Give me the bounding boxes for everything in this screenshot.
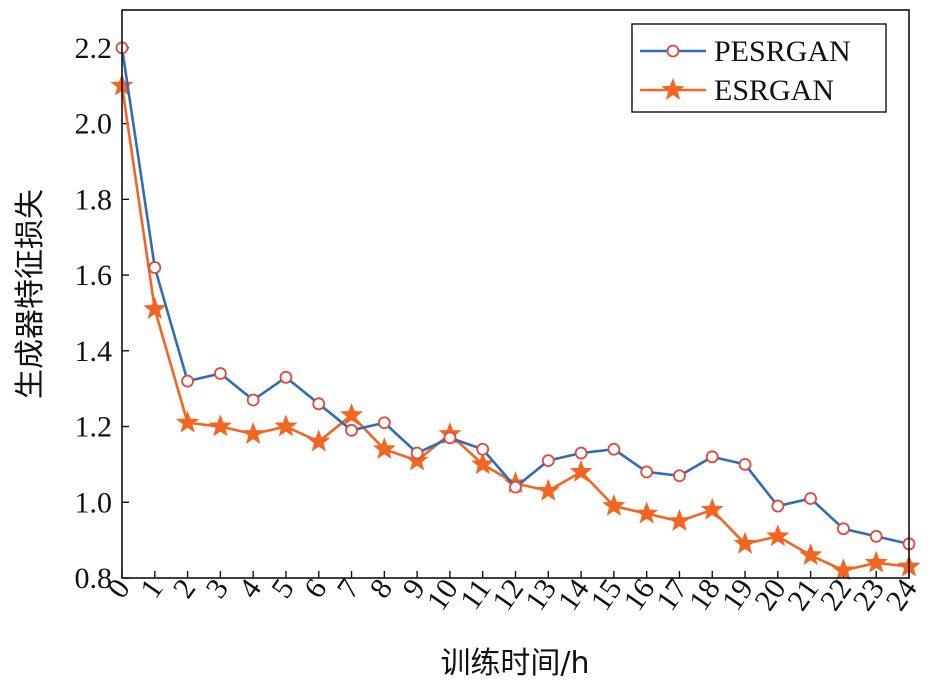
data-point <box>181 374 194 388</box>
data-point <box>700 497 724 520</box>
data-point <box>274 414 298 437</box>
data-point <box>667 509 692 532</box>
data-point <box>766 524 790 547</box>
series-line <box>120 85 910 572</box>
data-point <box>574 446 588 460</box>
data-point <box>312 397 326 411</box>
data-point <box>208 414 232 437</box>
data-point <box>607 442 621 456</box>
data-point <box>705 450 719 464</box>
data-point <box>246 393 260 407</box>
data-point <box>635 501 659 524</box>
series-group <box>110 41 921 581</box>
data-point <box>733 531 757 554</box>
y-tick-label: 1.4 <box>75 335 113 368</box>
x-tick-label: 24 <box>879 573 923 617</box>
data-point <box>771 499 785 513</box>
data-point <box>673 469 686 483</box>
data-point <box>443 431 457 445</box>
y-tick-label: 2.0 <box>75 108 113 141</box>
data-point <box>471 452 495 475</box>
data-point <box>804 492 818 505</box>
y-tick-label: 2.2 <box>75 32 113 65</box>
data-point <box>405 448 429 471</box>
data-point <box>864 550 888 573</box>
legend-marker-esrgan <box>661 77 685 100</box>
legend-label-pesrgan: PESRGAN <box>714 35 851 68</box>
legend: PESRGAN ESRGAN <box>631 23 887 113</box>
data-point <box>148 261 162 274</box>
data-point <box>799 543 823 566</box>
data-point <box>213 367 227 380</box>
legend-box <box>631 23 887 113</box>
data-point <box>837 522 850 536</box>
data-point <box>279 370 293 384</box>
data-point <box>509 480 522 494</box>
y-tick-label: 1.2 <box>75 411 113 444</box>
y-tick-label: 0.8 <box>75 562 113 595</box>
series-pesrgan <box>115 41 916 551</box>
series-esrgan <box>110 73 921 581</box>
data-point <box>869 529 883 543</box>
data-point <box>569 459 593 482</box>
y-tick-label: 1.6 <box>75 259 113 292</box>
y-tick-label: 1.0 <box>75 486 113 519</box>
data-point <box>640 465 654 479</box>
series-line <box>120 47 910 546</box>
data-point <box>377 416 391 430</box>
y-axis-title: 生成器特征损失 <box>13 189 48 399</box>
y-tick-label: 1.8 <box>75 183 113 216</box>
data-point <box>143 297 167 319</box>
data-point <box>831 558 855 581</box>
legend-marker-pesrgan <box>666 44 680 58</box>
data-point <box>372 437 396 460</box>
data-point <box>176 410 200 433</box>
data-point <box>339 403 364 425</box>
plot-frame <box>121 9 910 579</box>
x-axis-title: 训练时间/h <box>440 646 589 681</box>
data-point <box>410 446 424 460</box>
data-point <box>602 493 626 516</box>
data-point <box>536 478 560 501</box>
data-point <box>241 421 265 444</box>
data-point <box>541 454 555 468</box>
data-point <box>307 429 331 452</box>
data-point <box>476 442 490 456</box>
legend-label-esrgan: ESRGAN <box>714 74 834 107</box>
data-point <box>345 423 358 437</box>
y-tick-labels: 0.8 1.0 1.2 1.4 1.6 1.8 2.0 2.2 <box>75 32 113 595</box>
tick-marks <box>121 47 910 579</box>
data-point <box>738 457 752 471</box>
